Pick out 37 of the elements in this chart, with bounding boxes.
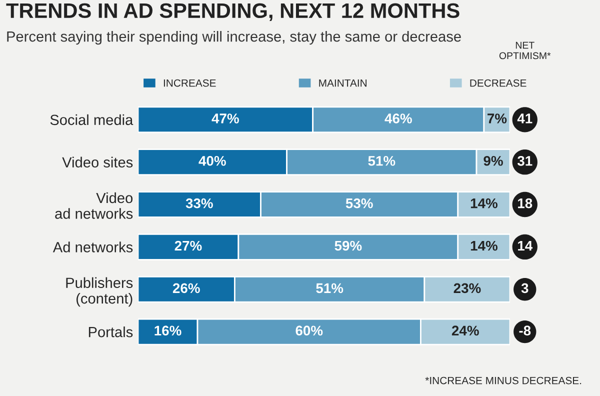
data-label: 51% bbox=[368, 156, 396, 166]
text: 3 bbox=[521, 283, 528, 294]
text: *INCREASE MINUS DECREASE. bbox=[425, 376, 582, 384]
text: -8 bbox=[519, 326, 531, 336]
chart-subtitle: Percent saying their spending will increase, stay the same or decrease bbox=[7, 31, 461, 45]
y-tick-label: Portals bbox=[88, 326, 133, 338]
legend-label: DECREASE bbox=[470, 79, 526, 87]
text: NET OPTIMISM* bbox=[499, 42, 551, 60]
text: 31 bbox=[517, 156, 532, 166]
y-tick-label: Ad networks bbox=[52, 242, 133, 252]
chart-title: TRENDS IN AD SPENDING, NEXT 12 MONTHS bbox=[6, 3, 460, 22]
data-label: 16% bbox=[154, 326, 182, 336]
y-tick-label: Video sites bbox=[62, 156, 133, 168]
data-label: 23% bbox=[454, 283, 481, 294]
y-tick-label: Social media bbox=[50, 114, 134, 126]
data-label: 24% bbox=[452, 326, 479, 336]
data-label: 14% bbox=[470, 198, 498, 208]
data-label: 14% bbox=[470, 240, 498, 251]
text: 41 bbox=[517, 114, 532, 124]
data-label: 33% bbox=[186, 198, 213, 208]
data-label: 9% bbox=[484, 156, 503, 166]
text: 18 bbox=[518, 198, 532, 208]
y-tick-label: Publishers (content) bbox=[66, 277, 133, 307]
data-label: 59% bbox=[334, 240, 362, 251]
data-label: 60% bbox=[296, 326, 323, 336]
legend-label: MAINTAIN bbox=[319, 79, 366, 87]
data-label: 27% bbox=[174, 240, 202, 251]
data-label: 51% bbox=[316, 283, 344, 294]
y-tick-label: Video ad networks bbox=[55, 192, 133, 219]
text: 14 bbox=[518, 240, 533, 251]
data-label: 7% bbox=[488, 114, 507, 124]
data-label: 46% bbox=[384, 114, 412, 124]
legend-label: INCREASE bbox=[164, 79, 216, 87]
data-label: 40% bbox=[198, 156, 226, 166]
data-label: 53% bbox=[346, 198, 373, 208]
data-label: 47% bbox=[212, 114, 239, 124]
data-label: 26% bbox=[172, 283, 200, 294]
